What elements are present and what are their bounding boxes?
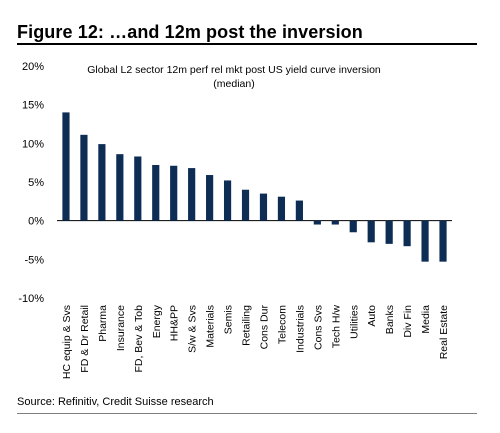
bar	[367, 220, 375, 243]
category-label: Banks	[384, 305, 396, 334]
category-label: Semis	[223, 305, 235, 334]
category-label: HC equip & Svs	[61, 305, 73, 379]
category-label: Media	[420, 305, 432, 334]
category-label: Insurance	[115, 305, 127, 351]
y-tick-label: -5%	[24, 254, 44, 266]
bar	[134, 156, 142, 221]
y-tick-label: 5%	[28, 177, 44, 189]
category-label: Materials	[205, 305, 217, 348]
category-label: Auto	[366, 305, 378, 327]
bar	[385, 220, 393, 244]
bar	[421, 220, 429, 262]
bottom-rule	[17, 413, 477, 414]
bar	[313, 220, 321, 225]
y-tick-label: 0%	[28, 216, 44, 228]
bar	[98, 144, 106, 221]
category-label: S/w & Svs	[187, 305, 199, 353]
category-label: Cons Dur	[258, 305, 270, 350]
y-tick-label: 20%	[22, 61, 44, 73]
category-label: FD & Dr Retail	[79, 305, 91, 373]
bar	[206, 175, 214, 221]
category-label: Telecom	[276, 305, 288, 344]
bar	[152, 164, 160, 221]
y-tick-label: 10%	[22, 138, 44, 150]
y-tick-label: -10%	[18, 293, 44, 305]
bar	[188, 168, 196, 221]
bar	[403, 220, 411, 247]
category-label: Industrials	[294, 305, 306, 353]
bar	[80, 134, 88, 221]
figure-title: Figure 12: …and 12m post the inversion	[17, 22, 363, 42]
bar	[170, 165, 178, 221]
category-label: Utilities	[348, 305, 360, 339]
bar	[439, 220, 447, 262]
bar	[241, 189, 250, 221]
bar	[223, 180, 232, 221]
bar	[277, 196, 286, 221]
category-label: HH&PP	[169, 305, 181, 341]
chart-title-line: Global L2 sector 12m perf rel mkt post U…	[87, 64, 381, 76]
bar	[259, 193, 268, 221]
category-label: FD, Bev & Tob	[133, 305, 145, 373]
title-rule	[17, 43, 477, 45]
bar	[331, 220, 339, 225]
source-note: Source: Refinitiv, Credit Suisse researc…	[17, 396, 214, 408]
category-label: Energy	[151, 304, 163, 338]
category-label: Cons Svs	[312, 305, 324, 350]
bar	[116, 154, 124, 221]
category-label: Real Estate	[438, 305, 450, 359]
category-label: Retailing	[241, 305, 253, 346]
category-label: Tech H/w	[330, 305, 342, 349]
chart-title-line: (median)	[213, 78, 254, 90]
bar	[349, 220, 357, 233]
category-label: Div Fin	[402, 305, 414, 338]
y-tick-label: 15%	[22, 100, 44, 112]
bar	[62, 112, 70, 221]
category-label: Pharma	[97, 305, 109, 342]
bar	[295, 200, 303, 221]
